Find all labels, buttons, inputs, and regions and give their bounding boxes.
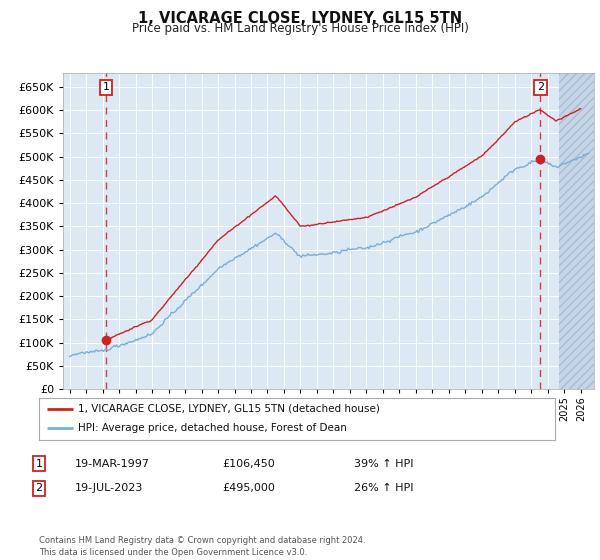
Text: HPI: Average price, detached house, Forest of Dean: HPI: Average price, detached house, Fore… — [77, 423, 347, 433]
Text: 1, VICARAGE CLOSE, LYDNEY, GL15 5TN (detached house): 1, VICARAGE CLOSE, LYDNEY, GL15 5TN (det… — [77, 404, 380, 414]
Text: 1, VICARAGE CLOSE, LYDNEY, GL15 5TN: 1, VICARAGE CLOSE, LYDNEY, GL15 5TN — [138, 11, 462, 26]
Bar — [559, 73, 594, 389]
Text: £495,000: £495,000 — [222, 483, 275, 493]
Text: £106,450: £106,450 — [222, 459, 275, 469]
Text: 2: 2 — [536, 82, 544, 92]
Text: 19-JUL-2023: 19-JUL-2023 — [75, 483, 143, 493]
Text: 19-MAR-1997: 19-MAR-1997 — [75, 459, 150, 469]
Bar — [559, 73, 594, 389]
Text: Contains HM Land Registry data © Crown copyright and database right 2024.
This d: Contains HM Land Registry data © Crown c… — [39, 536, 365, 557]
Text: 39% ↑ HPI: 39% ↑ HPI — [354, 459, 413, 469]
Text: 1: 1 — [103, 82, 110, 92]
Text: Price paid vs. HM Land Registry's House Price Index (HPI): Price paid vs. HM Land Registry's House … — [131, 22, 469, 35]
Text: 1: 1 — [35, 459, 43, 469]
Text: 26% ↑ HPI: 26% ↑ HPI — [354, 483, 413, 493]
Text: 2: 2 — [35, 483, 43, 493]
